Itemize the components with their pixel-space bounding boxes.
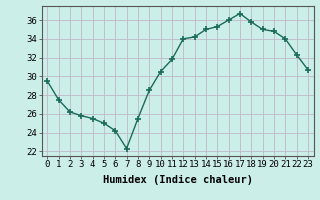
X-axis label: Humidex (Indice chaleur): Humidex (Indice chaleur) — [103, 175, 252, 185]
